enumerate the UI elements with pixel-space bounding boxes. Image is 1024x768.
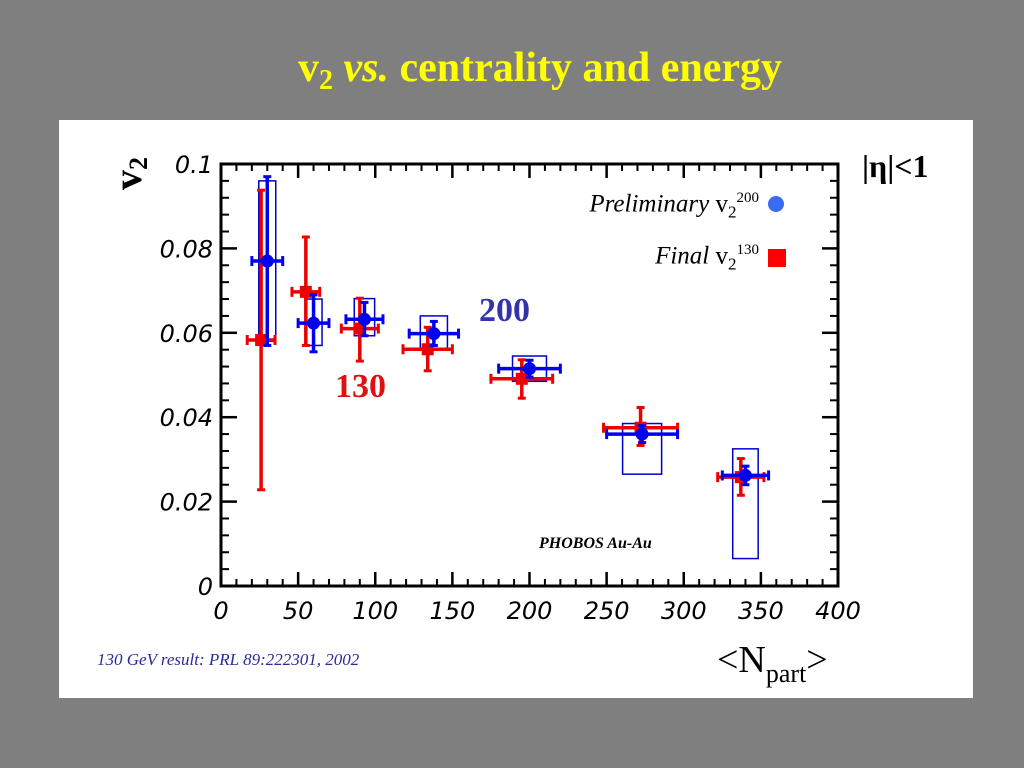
x-tick-label: 200: [507, 597, 553, 625]
y-tick-label: 0.1: [175, 151, 213, 179]
eta-cut-label: |η|<1: [862, 148, 929, 184]
x-tick-label: 350: [738, 597, 784, 625]
legend-circle-marker: [768, 196, 784, 212]
x-tick-label: 100: [352, 597, 398, 625]
x-tick-label: 400: [815, 597, 861, 625]
reference-citation: 130 GeV result: PRL 89:222301, 2002: [97, 650, 360, 669]
data-point-circle: [635, 427, 649, 441]
x-tick-label: 0: [213, 597, 228, 625]
y-tick-label: 0.08: [160, 235, 213, 263]
y-tick-label: 0.04: [160, 404, 213, 432]
data-point-square: [255, 333, 268, 346]
legend-square-marker: [768, 249, 786, 267]
slide-title: v2 vs. centrality and energy: [297, 45, 783, 96]
chart-panel: 0 50 100 150 200 250 300 350 400 0 0.02 0.04 0.06 0.0…: [59, 120, 973, 698]
y-axis-label: v2: [105, 157, 153, 190]
data-point-circle: [738, 468, 752, 482]
data-point-circle: [523, 362, 536, 376]
data-point-square: [299, 285, 312, 298]
x-axis-label: <Npart>: [717, 639, 828, 688]
experiment-label: PHOBOS Au-Au: [539, 535, 652, 552]
data-point-circle: [307, 316, 321, 330]
x-tick-label: 250: [584, 597, 630, 625]
chart-plot: 0 50 100 150 200 250 300 350 400 0 0.02 0.04 0.06 0.0…: [160, 151, 861, 625]
data-point-circle: [260, 254, 274, 268]
y-tick-label: 0.06: [160, 320, 213, 348]
x-tick-label: 300: [661, 597, 707, 625]
legend-entry-preliminary: Preliminary v2200: [589, 190, 759, 222]
legend-entry-final: Final v2130: [655, 242, 759, 274]
y-tick-label: 0: [198, 573, 213, 601]
data-point-circle: [357, 312, 371, 326]
x-tick-label: 150: [429, 597, 475, 625]
y-tick-label: 0.02: [160, 489, 213, 517]
systematic-error-box: [731, 448, 759, 560]
data-point-circle: [427, 327, 441, 341]
x-tick-label: 50: [283, 597, 314, 625]
annotation-200: 200: [479, 292, 530, 329]
annotation-130: 130: [335, 368, 386, 405]
data-point-square: [515, 372, 528, 385]
